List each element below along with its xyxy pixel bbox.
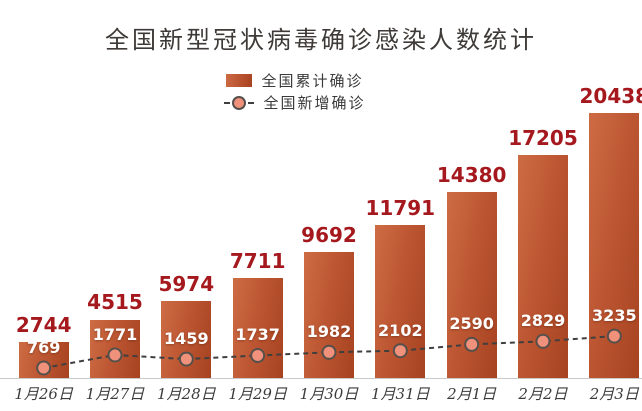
new-cases-value-label: 2102 <box>378 320 423 340</box>
cumulative-value-label: 5974 <box>158 271 215 296</box>
legend-label-new: 全国新增确诊 <box>263 94 366 112</box>
x-axis-label: 1月26日 <box>14 385 73 403</box>
cumulative-value-label: 17205 <box>508 125 578 150</box>
x-axis-label: 2月2日 <box>518 385 568 403</box>
chart-column: 4515 1771 <box>79 88 150 378</box>
line-marker <box>321 344 337 360</box>
new-cases-value-label: 2590 <box>449 314 494 334</box>
x-axis-labels: 1月26日 1月27日 1月28日 1月29日 1月30日 1月31日 2月1日 2月2日 2月… <box>8 383 642 404</box>
x-axis-label: 1月31日 <box>370 385 430 403</box>
line-marker <box>178 351 194 367</box>
chart-column: 2744 769 <box>8 88 79 378</box>
cumulative-value-label: 11791 <box>365 196 436 221</box>
line-marker <box>250 348 266 363</box>
new-cases-value-label: 769 <box>26 338 61 358</box>
legend: 全国累计确诊 全国新增确诊 <box>0 70 616 113</box>
chart-title: 全国新型冠状病毒确诊感染人数统计 <box>105 26 537 54</box>
cumulative-value-label: 7711 <box>229 249 286 274</box>
new-cases-value-label: 1737 <box>235 325 280 345</box>
x-axis-line <box>0 378 642 379</box>
legend-label-cumulative: 全国累计确诊 <box>261 72 364 90</box>
bar-swatch-icon <box>226 74 253 87</box>
new-cases-value-label: 2829 <box>520 311 566 331</box>
x-axis-label: 2月1日 <box>447 385 497 403</box>
x-axis-label: 1月30日 <box>299 385 359 403</box>
chart-column: 11791 2102 <box>365 88 436 378</box>
line-marker <box>36 360 52 376</box>
x-axis-label: 1月29日 <box>228 385 287 403</box>
cumulative-value-label: 9692 <box>301 223 357 248</box>
new-cases-value-label: 1459 <box>164 329 209 349</box>
legend-item-cumulative: 全国累计确诊 <box>226 70 363 91</box>
x-axis-label: 1月27日 <box>85 385 145 403</box>
x-axis-label: 2月3日 <box>589 385 639 403</box>
new-cases-trend-line <box>36 328 622 376</box>
new-cases-value-label: 1982 <box>306 322 352 342</box>
legend-item-new: 全国新增确诊 <box>224 92 365 113</box>
line-marker <box>606 328 622 344</box>
plot-area: 2744 769 4515 1771 5974 1459 7711 1737 9692 1982 1… <box>8 84 642 378</box>
line-marker <box>392 343 408 359</box>
line-marker <box>107 347 123 363</box>
cumulative-value-label: 2744 <box>15 313 72 338</box>
cumulative-value-label: 14380 <box>436 162 507 187</box>
new-cases-value-label: 3235 <box>592 306 637 326</box>
new-cases-value-label: 1771 <box>92 325 138 345</box>
chart-column: 5974 1459 <box>151 88 222 378</box>
line-marker-icon <box>224 95 255 110</box>
cumulative-value-label: 20438 <box>579 84 642 108</box>
line-marker <box>535 333 551 349</box>
cumulative-value-label: 4515 <box>87 290 143 315</box>
line-marker <box>464 336 480 352</box>
x-axis-label: 1月28日 <box>157 385 216 403</box>
